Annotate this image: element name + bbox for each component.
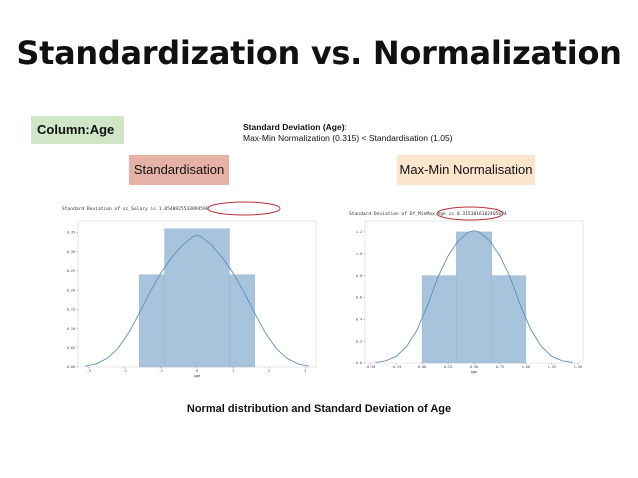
density-curve [375, 230, 573, 363]
x-tick-label: 1.50 [574, 365, 582, 369]
x-axis-label: Age [194, 374, 201, 378]
density-curve [85, 235, 309, 367]
x-tick-label: 0.25 [444, 365, 452, 369]
x-tick-label: 1.00 [522, 365, 530, 369]
maxmin-label: Max-Min Normalisation [397, 155, 535, 185]
standardisation-chart: Standard Deviation of sc_Salary is 1.054… [62, 201, 317, 378]
x-tick-label: 0.00 [418, 365, 426, 369]
x-tick-label: -0.25 [391, 365, 401, 369]
highlight-ellipse [207, 201, 281, 216]
x-axis-label: Age [471, 370, 478, 374]
x-tick-label: 1 [232, 369, 234, 373]
y-tick-label: 0.6 [356, 296, 362, 300]
highlight-ellipse [436, 206, 504, 221]
x-tick-label: 0.75 [496, 365, 504, 369]
histogram-bar [164, 228, 230, 368]
column-label: Column:Age [31, 116, 124, 144]
maxmin-chart: Standard Deviation of Df_MinMax_Age is 0… [349, 206, 584, 374]
figure-caption: Normal distribution and Standard Deviati… [186, 403, 452, 415]
chart-header-text: Standard Deviation of sc_Salary is 1.054… [62, 206, 209, 212]
histogram-bar [456, 231, 492, 364]
y-tick-label: 1.2 [356, 230, 362, 234]
y-tick-label: 0.00 [67, 365, 75, 369]
y-tick-label: 0.8 [356, 274, 362, 278]
x-tick-label: -3 [87, 369, 91, 373]
histogram-bar [491, 275, 527, 364]
x-tick-label: 0.50 [470, 365, 478, 369]
y-tick-label: 0.15 [67, 308, 75, 312]
sd-comparison: Max-Min Normalization (0.315) < Standard… [243, 133, 453, 143]
x-tick-label: -0.50 [365, 365, 375, 369]
x-tick-label: 1.25 [548, 365, 556, 369]
x-tick-label: 0 [196, 369, 198, 373]
slide-title: Standardization vs. Normalization [16, 34, 622, 72]
histogram-bar [421, 275, 457, 364]
y-tick-label: 0.25 [67, 269, 75, 273]
y-tick-label: 0.35 [67, 231, 75, 235]
sd-colon: : [344, 122, 347, 132]
y-tick-label: 0.0 [356, 361, 362, 365]
standardisation-label: Standardisation [129, 155, 229, 185]
y-tick-label: 0.20 [67, 288, 75, 292]
x-tick-label: -1 [159, 369, 163, 373]
y-tick-label: 0.10 [67, 327, 75, 331]
sd-note: Standard Deviation (Age): Max-Min Normal… [243, 122, 453, 144]
y-tick-label: 0.4 [356, 318, 362, 322]
x-tick-label: -2 [123, 369, 127, 373]
y-tick-label: 0.30 [67, 250, 75, 254]
sd-heading: Standard Deviation (Age) [243, 122, 345, 132]
y-tick-label: 0.05 [67, 346, 75, 350]
y-tick-label: 0.2 [356, 339, 362, 343]
histogram-bar [139, 274, 165, 368]
chart-header-text: Standard Deviation of Df_MinMax_Age is 0… [349, 211, 507, 217]
x-tick-label: 3 [304, 369, 306, 373]
y-tick-label: 1.0 [356, 252, 362, 256]
x-tick-label: 2 [268, 369, 270, 373]
histogram-bar [229, 274, 255, 368]
